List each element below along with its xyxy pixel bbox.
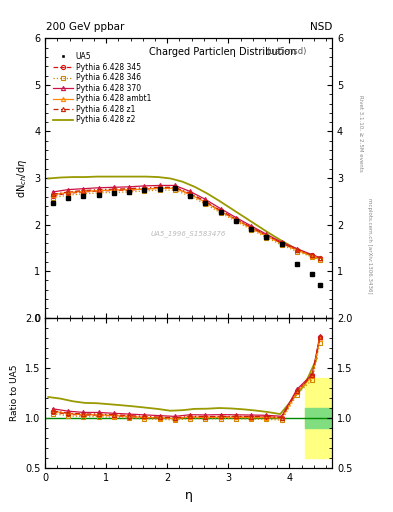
Y-axis label: Ratio to UA5: Ratio to UA5 <box>10 365 19 421</box>
X-axis label: η: η <box>185 489 193 502</box>
Text: mcplots.cern.ch [arXiv:1306.3436]: mcplots.cern.ch [arXiv:1306.3436] <box>367 198 372 293</box>
Legend: UA5, Pythia 6.428 345, Pythia 6.428 346, Pythia 6.428 370, Pythia 6.428 ambt1, P: UA5, Pythia 6.428 345, Pythia 6.428 346,… <box>52 51 152 126</box>
Text: Charged Particleη Distribution: Charged Particleη Distribution <box>149 47 297 57</box>
Y-axis label: dN$_{ch}$/d$\eta$: dN$_{ch}$/d$\eta$ <box>15 158 29 198</box>
Text: (ua5-nsd): (ua5-nsd) <box>266 47 307 56</box>
Text: Rivet 3.1.10, ≥ 2.5M events: Rivet 3.1.10, ≥ 2.5M events <box>358 95 363 172</box>
Text: UA5_1996_S1583476: UA5_1996_S1583476 <box>151 230 226 237</box>
Text: 200 GeV ppbar: 200 GeV ppbar <box>46 22 124 32</box>
Text: NSD: NSD <box>310 22 332 32</box>
